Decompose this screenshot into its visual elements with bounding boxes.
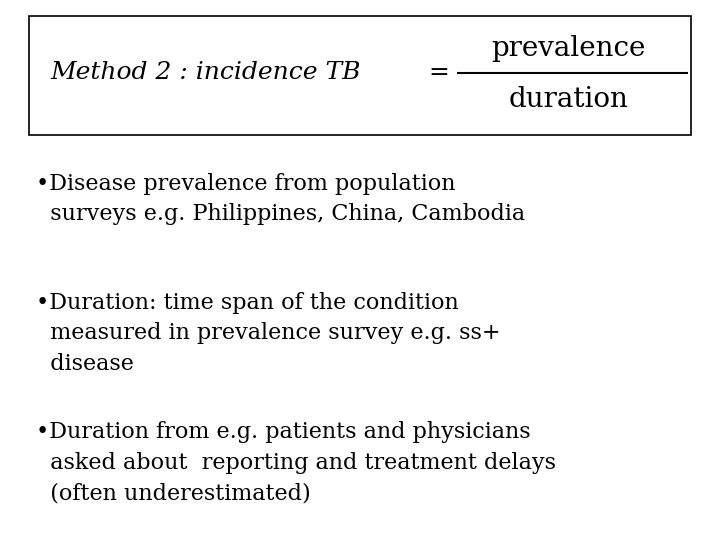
- Text: •Duration: time span of the condition
  measured in prevalence survey e.g. ss+
 : •Duration: time span of the condition me…: [36, 292, 500, 375]
- Text: duration: duration: [509, 86, 629, 113]
- Text: •Disease prevalence from population
  surveys e.g. Philippines, China, Cambodia: •Disease prevalence from population surv…: [36, 173, 525, 225]
- Text: Method 2 : incidence TB: Method 2 : incidence TB: [50, 62, 361, 84]
- Text: •Duration from e.g. patients and physicians
  asked about  reporting and treatme: •Duration from e.g. patients and physici…: [36, 421, 556, 504]
- FancyBboxPatch shape: [29, 16, 691, 135]
- Text: =: =: [428, 62, 449, 84]
- Text: prevalence: prevalence: [492, 35, 646, 62]
